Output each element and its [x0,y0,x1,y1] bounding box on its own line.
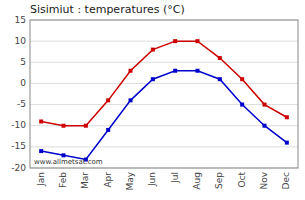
marker [240,103,244,107]
plot-area [30,20,298,168]
marker [285,115,289,119]
y-tick-label: 15 [15,15,26,25]
x-tick-label: Jan [36,172,46,187]
grid-line [30,146,298,147]
marker [173,69,177,73]
title: Sisimiut : temperatures (°C) [30,3,185,16]
series-group [39,39,289,161]
line [41,71,287,160]
y-tick-label: -5 [17,99,26,109]
marker [196,69,200,73]
x-tick-label: May [125,171,135,190]
x-tick-label: Aug [192,172,202,190]
marker [173,39,177,43]
marker [84,124,88,128]
marker [218,77,222,81]
marker [106,98,110,102]
marker [106,128,110,132]
marker [218,56,222,60]
marker [129,98,133,102]
line [41,41,287,126]
plot-frame [30,20,298,168]
y-tick-label: -15 [11,141,26,151]
x-tick-label: Feb [58,172,68,188]
x-tick-label: Jul [170,172,180,184]
marker [263,103,267,107]
x-tick-label: Dec [281,172,291,189]
y-tick-label: -10 [11,120,26,130]
grid-line [30,83,298,84]
grid-line [30,62,298,63]
marker [151,48,155,52]
marker [129,69,133,73]
x-tick-label: Mar [80,172,90,189]
marker [62,153,66,157]
x-tick-label: Jun [147,172,157,187]
y-tick-label: -20 [11,163,26,173]
y-tick-label: 5 [20,57,26,67]
grid-line [30,104,298,105]
marker [39,149,43,153]
marker [285,141,289,145]
grid-line [30,41,298,42]
marker [240,77,244,81]
marker [196,39,200,43]
chart: -20 -15 -10 -5 0 5 10 15 Jan Feb Mar Apr May Jun Jul Au… [0,0,305,200]
x-tick-label: Apr [103,172,113,188]
marker [151,77,155,81]
marker [263,124,267,128]
y-tick-label: 0 [20,78,26,88]
y-tick-label: 10 [15,36,27,46]
x-tick-label: Nov [259,171,269,189]
annotation: www.allmetsat.com [34,158,103,166]
marker [62,124,66,128]
x-tick-label: Sep [214,172,224,189]
x-tick-label: Oct [237,172,247,188]
marker [39,119,43,123]
